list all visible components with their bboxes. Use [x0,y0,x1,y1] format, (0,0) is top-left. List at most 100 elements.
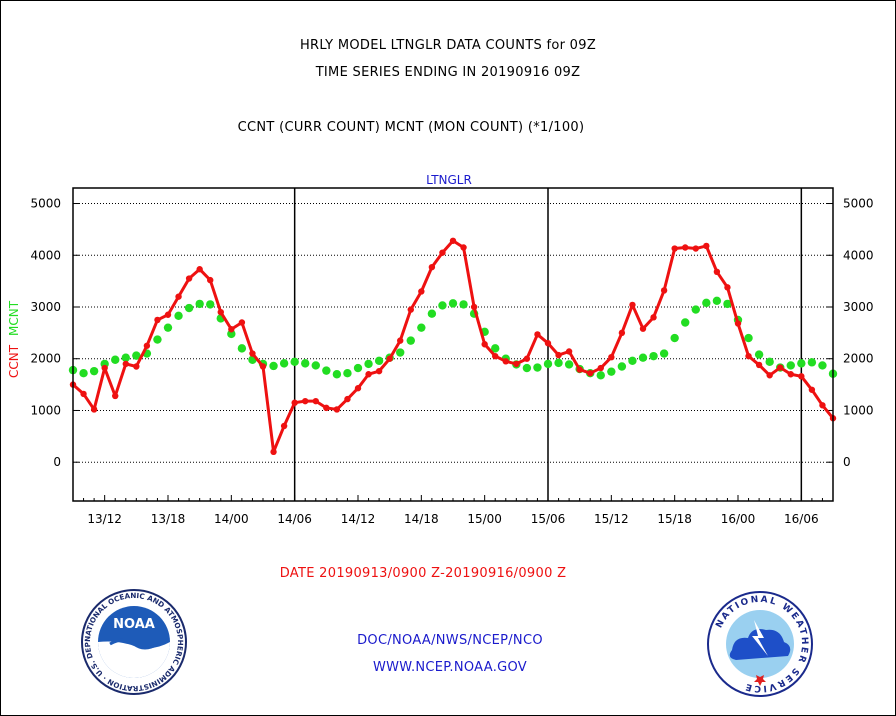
data-point-ccnt [597,364,604,372]
data-point-mcnt [322,366,331,375]
data-point-mcnt [153,335,162,344]
data-point-mcnt [712,296,722,305]
data-point-mcnt [596,371,605,380]
data-point-ccnt [397,337,404,344]
data-point-mcnt [427,309,437,318]
data-point-ccnt [555,351,562,359]
data-point-mcnt [702,298,711,308]
data-point-ccnt [502,358,509,365]
data-point-mcnt [396,348,405,357]
series-mcnt [68,296,838,380]
data-point-mcnt [754,350,764,359]
data-point-ccnt [354,385,362,392]
data-point-mcnt [374,356,384,365]
chart-title-line-2: TIME SERIES ENDING IN 20190916 09Z [315,65,581,80]
data-point-ccnt [407,306,414,313]
data-point-ccnt [386,355,393,362]
noaa-logo: NATIONAL OCEANIC AND ATMOSPHERIC ADMINIS… [80,588,187,695]
chart-title-line-3: CCNT (CURR COUNT) MCNT (MON COUNT) (*1/1… [237,120,585,135]
data-point-ccnt [777,364,784,371]
y-tick-label-right: 2000 [843,352,874,366]
data-point-mcnt [290,357,299,367]
national-weather-service-logo: NATIONAL WEATHER SERVICE [707,591,813,697]
data-point-ccnt [312,397,319,405]
data-point-ccnt [470,303,478,311]
data-point-mcnt [543,359,553,369]
noaa-text: NOAA [113,617,155,632]
data-point-ccnt [122,360,129,368]
y-tick-label-left: 1000 [30,403,61,417]
data-point-ccnt [228,326,235,333]
y-tick-label-left: 3000 [30,300,61,314]
data-point-mcnt [491,344,500,353]
data-point-ccnt [819,402,826,409]
x-tick-label: 15/12 [594,512,629,526]
data-point-ccnt [154,316,161,324]
x-tick-label: 13/18 [151,512,186,526]
data-point-ccnt [302,397,309,405]
y-axis-label-ccnt: CCNT [7,344,21,378]
data-point-mcnt [343,369,352,378]
data-point-ccnt [639,325,647,332]
plot-area-border [72,187,834,502]
data-point-mcnt [670,333,679,343]
chart-title-line-1: HRLY MODEL LTNGLR DATA COUNTS for 09Z [299,38,597,53]
data-point-ccnt [249,350,256,357]
y-tick-label-right: 1000 [843,403,874,417]
y-tick-label-right: 4000 [843,248,874,262]
y-tick-label-right: 0 [843,455,851,469]
data-point-ccnt [492,352,499,360]
data-point-mcnt [797,359,806,368]
x-tick-label: 16/06 [784,512,819,526]
data-point-ccnt [692,245,699,252]
data-point-ccnt [323,404,330,412]
data-point-mcnt [301,359,310,368]
data-point-mcnt [311,361,320,370]
x-tick-label: 15/00 [467,512,502,526]
y-tick-label-left: 5000 [30,197,61,211]
y-tick-label-left: 2000 [30,352,61,366]
data-point-mcnt [121,353,130,362]
data-point-ccnt [481,341,488,348]
data-point-ccnt [660,287,668,294]
data-point-ccnt [217,308,224,316]
data-point-mcnt [279,359,289,368]
data-point-ccnt [101,364,108,372]
plot-title: LTNGLR [426,173,472,187]
data-point-ccnt [428,263,436,271]
data-point-ccnt [185,275,193,282]
data-point-ccnt [734,320,742,327]
data-point-mcnt [195,299,204,309]
data-point-ccnt [439,249,446,256]
data-point-ccnt [534,331,541,338]
data-point-ccnt [798,373,805,380]
data-point-mcnt [406,336,415,345]
data-point-ccnt [808,386,816,393]
y-tick-label-right: 5000 [843,197,874,211]
data-point-ccnt [576,366,583,373]
data-point-mcnt [227,329,236,339]
data-point-ccnt [133,363,140,370]
line-chart: 0 0 1000 1000 2000 2000 3000 3000 4000 4000 5000 50… [7,173,874,526]
data-point-ccnt [196,266,203,273]
data-point-ccnt [259,363,267,370]
data-point-mcnt [459,300,468,309]
data-point-mcnt [206,300,215,309]
data-point-ccnt [460,244,467,251]
y-axis-label-mcnt: MCNT [7,300,21,336]
data-point-ccnt [270,448,277,456]
y-axis-label: CCNT MCNT [7,300,21,378]
data-point-ccnt [344,395,351,403]
data-point-ccnt [618,329,626,337]
x-axis-ticks: 13/12 13/18 14/00 14/06 14/12 14/18 15/00 15/06… [72,495,834,526]
data-point-mcnt [638,353,648,362]
data-point-ccnt [80,390,87,398]
data-point-ccnt [724,284,731,291]
data-point-ccnt [745,352,752,360]
y-tick-label-left: 4000 [30,248,61,262]
data-point-ccnt [544,340,552,347]
data-point-mcnt [132,351,141,360]
data-point-mcnt [438,301,447,310]
data-point-ccnt [787,371,794,378]
data-point-ccnt [629,301,636,309]
